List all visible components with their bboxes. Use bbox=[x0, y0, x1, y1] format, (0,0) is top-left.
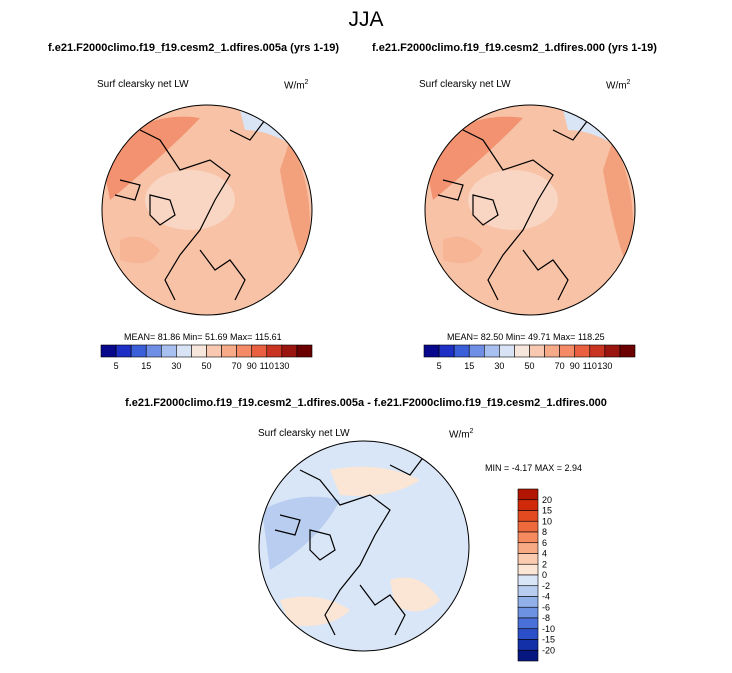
panel-2-colorbar-swatch bbox=[423, 344, 440, 358]
panel-2-colorbar-swatch bbox=[453, 344, 470, 358]
panel-2-colorbar-tick-label: 90 bbox=[570, 361, 580, 371]
panel-2-map bbox=[425, 105, 635, 315]
difference-colorbar-tick-label: 4 bbox=[542, 549, 547, 559]
diff-stats: MIN = -4.17 MAX = 2.94 bbox=[485, 463, 583, 473]
difference-colorbar-swatch bbox=[517, 596, 539, 608]
difference-colorbar-swatch bbox=[517, 585, 539, 597]
panel-2-colorbar-tick-label: 70 bbox=[555, 361, 565, 371]
panel-1-colorbar-tick-label: 5 bbox=[114, 361, 119, 371]
panel-1-colorbar-swatch bbox=[160, 344, 177, 358]
panel-1-colorbar-swatch bbox=[130, 344, 147, 358]
difference-map bbox=[259, 441, 469, 651]
difference-colorbar-tick-label: -2 bbox=[542, 581, 550, 591]
difference-panel-title: f.e21.F2000climo.f19_f19.cesm2_1.dfires.… bbox=[125, 397, 607, 409]
panel-2-colorbar-swatch bbox=[544, 344, 560, 358]
difference-colorbar-swatch bbox=[517, 520, 539, 533]
panel-1-colorbar: 5 15 30 50 70 90 110 130 bbox=[100, 344, 313, 371]
difference-colorbar-tick-label: 8 bbox=[542, 527, 547, 537]
panel-1-colorbar-tick-label: 15 bbox=[141, 361, 151, 371]
difference-colorbar-swatch bbox=[517, 510, 539, 522]
difference-colorbar-tick-label: 20 bbox=[542, 495, 552, 505]
panel-2-colorbar-swatch bbox=[574, 344, 591, 358]
diff-units: W/m2 bbox=[449, 428, 474, 441]
difference-colorbar-tick-label: -10 bbox=[542, 624, 555, 634]
difference-colorbar-tick-label: -20 bbox=[542, 645, 555, 655]
panel-2-colorbar-tick-label: 130 bbox=[597, 361, 612, 371]
difference-colorbar-swatch bbox=[517, 628, 539, 640]
difference-colorbar-swatch bbox=[517, 499, 539, 511]
panel-2-variable-label: Surf clearsky net LW bbox=[419, 79, 511, 90]
difference-colorbar-swatch bbox=[517, 574, 539, 587]
panel-2-colorbar-tick-label: 5 bbox=[437, 361, 442, 371]
difference-colorbar-tick-label: 2 bbox=[542, 559, 547, 569]
difference-colorbar-tick-label: -8 bbox=[542, 613, 550, 623]
difference-colorbar-tick-label: -4 bbox=[542, 592, 550, 602]
panel-2-stats: MEAN= 82.50 Min= 49.71 Max= 118.25 bbox=[447, 332, 605, 342]
panel-2-colorbar-swatch bbox=[619, 344, 636, 358]
difference-colorbar-tick-label: 6 bbox=[542, 538, 547, 548]
difference-colorbar-tick-label: 10 bbox=[542, 516, 552, 526]
panel-2-colorbar-swatch bbox=[559, 344, 576, 358]
difference-colorbar-swatch bbox=[517, 553, 539, 565]
figure-title: JJA bbox=[348, 8, 384, 31]
difference-colorbar-swatch bbox=[517, 639, 539, 651]
panel-1-colorbar-swatch bbox=[221, 344, 237, 358]
panel-1-variable-label: Surf clearsky net LW bbox=[97, 79, 189, 90]
panel-2-colorbar-tick-label: 50 bbox=[524, 361, 534, 371]
panel-1-colorbar-swatch bbox=[281, 344, 298, 358]
panel-2-colorbar-tick-label: 15 bbox=[464, 361, 474, 371]
panel-1-colorbar-tick-label: 50 bbox=[201, 361, 211, 371]
panel-2-colorbar: 5 15 30 50 70 90 110 130 bbox=[423, 344, 636, 371]
panel-2-colorbar-swatch bbox=[529, 344, 545, 358]
panel-1-stats: MEAN= 81.86 Min= 51.69 Max= 115.61 bbox=[124, 332, 282, 342]
panel-1-units: W/m2 bbox=[284, 79, 309, 92]
panel-1-colorbar-swatch bbox=[100, 344, 117, 358]
panel-1-colorbar-swatch bbox=[206, 344, 222, 358]
panel-2-colorbar-swatch bbox=[514, 344, 530, 358]
panel-2-colorbar-swatch bbox=[438, 344, 455, 358]
panel-1-colorbar-tick-label: 30 bbox=[171, 361, 181, 371]
panel-1-colorbar-swatch bbox=[145, 344, 162, 358]
panel-1-colorbar-tick-label: 70 bbox=[232, 361, 242, 371]
panel-1-colorbar-swatch bbox=[266, 344, 283, 358]
difference-colorbar-tick-label: 15 bbox=[542, 506, 552, 516]
difference-colorbar-swatch bbox=[517, 488, 539, 501]
panel-2-colorbar-swatch bbox=[589, 344, 606, 358]
panel-1-colorbar-swatch bbox=[251, 344, 268, 358]
difference-colorbar-tick-label: -6 bbox=[542, 602, 550, 612]
difference-colorbar-swatch bbox=[517, 542, 539, 554]
panel-1-map bbox=[102, 105, 312, 315]
panel-2-colorbar-swatch bbox=[499, 344, 515, 358]
panel-2-colorbar-swatch bbox=[468, 344, 485, 358]
panel-1-colorbar-swatch bbox=[115, 344, 132, 358]
panel-2-colorbar-swatch bbox=[604, 344, 621, 358]
difference-colorbar-swatch bbox=[517, 563, 539, 576]
panel-1-colorbar-tick-label: 90 bbox=[247, 361, 257, 371]
panel-1-colorbar-swatch bbox=[236, 344, 253, 358]
panel-1-case-title: f.e21.F2000climo.f19_f19.cesm2_1.dfires.… bbox=[48, 42, 340, 54]
panel-2-colorbar-tick-label: 110 bbox=[583, 361, 597, 371]
panel-1-colorbar-swatch bbox=[176, 344, 192, 358]
difference-colorbar-swatch bbox=[517, 617, 539, 630]
panel-2-colorbar-tick-label: 30 bbox=[494, 361, 504, 371]
panel-2-colorbar-swatch bbox=[483, 344, 500, 358]
difference-colorbar-swatch bbox=[517, 606, 539, 619]
panel-1-colorbar-swatch bbox=[191, 344, 207, 358]
diff-variable-label: Surf clearsky net LW bbox=[258, 428, 350, 439]
panel-2-case-title: f.e21.F2000climo.f19_f19.cesm2_1.dfires.… bbox=[372, 42, 657, 54]
difference-colorbar-swatch bbox=[517, 649, 539, 662]
difference-colorbar-tick-label: -15 bbox=[542, 635, 555, 645]
difference-colorbar-tick-label: 0 bbox=[542, 570, 547, 580]
panel-2-units: W/m2 bbox=[606, 79, 631, 92]
panel-1-colorbar-swatch bbox=[296, 344, 313, 358]
difference-colorbar-swatch bbox=[517, 531, 539, 544]
panel-1-colorbar-tick-label: 130 bbox=[274, 361, 289, 371]
panel-1-colorbar-tick-label: 110 bbox=[260, 361, 274, 371]
